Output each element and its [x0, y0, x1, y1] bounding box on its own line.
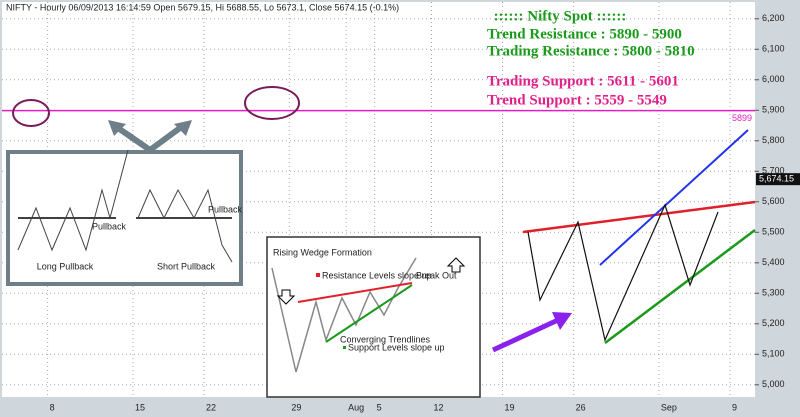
level: Trading Resistance : 5800 - 5810	[487, 43, 695, 59]
inset-label: Short Pullback	[157, 261, 216, 271]
y-tick-label: 5,800	[762, 135, 785, 145]
inset-label: Long Pullback	[37, 261, 94, 271]
inset-label: Resistance Levels slope up	[322, 270, 432, 280]
inset-label: Pullback	[92, 221, 127, 231]
y-tick-label: 5,200	[762, 318, 785, 328]
inset-title: Rising Wedge Formation	[273, 247, 372, 257]
x-tick-label: 9	[732, 402, 737, 412]
wedge-inset: Rising Wedge Formation Resistance Levels…	[266, 236, 481, 398]
x-tick-label: Sep	[661, 402, 677, 412]
x-tick-label: 19	[505, 402, 515, 412]
green-trendline	[604, 229, 756, 344]
zigzag	[527, 203, 719, 342]
price-tag	[756, 173, 800, 186]
x-tick-label: Aug	[348, 402, 364, 412]
y-tick-label: 5,600	[762, 196, 785, 206]
circle	[244, 86, 300, 120]
y-tick-label: 6,200	[762, 13, 785, 23]
y-tick-label: 5,500	[762, 227, 785, 237]
arrow	[116, 125, 152, 153]
y-tick-label: 6,000	[762, 74, 785, 84]
red-trendline	[522, 200, 756, 234]
x-tick-label: 5	[377, 402, 382, 412]
reference-label: 5899	[732, 113, 752, 123]
marks	[2, 109, 755, 112]
circle	[12, 99, 50, 127]
y-tick-label: 5,900	[762, 105, 785, 115]
inset-label: Converging Trendlines	[340, 334, 431, 344]
x-tick-label: 26	[576, 402, 586, 412]
level: Trend Support : 5559 - 5549	[487, 92, 667, 108]
y-tick-label: 6,100	[762, 44, 785, 54]
trendlines	[12, 86, 756, 344]
y-tick-label: 5,300	[762, 288, 785, 298]
y-tick-label: 5,000	[762, 379, 785, 389]
arrow-head	[108, 120, 126, 136]
level: Trend Resistance : 5890 - 5900	[487, 26, 682, 42]
arrow-head	[552, 312, 572, 330]
x-tick-label: 22	[206, 402, 216, 412]
blue-trendline	[599, 129, 749, 266]
chart-title: NIFTY - Hourly 06/09/2013 16:14:59 Open …	[6, 2, 399, 12]
y-tick-label: 5,400	[762, 257, 785, 267]
inset-box	[266, 236, 481, 398]
arrows	[108, 120, 572, 353]
arrow	[491, 317, 560, 353]
level: Trading Support : 5611 - 5601	[487, 73, 679, 89]
heading: :::::: Nifty Spot ::::::	[494, 8, 627, 24]
inset-label: Pullback	[208, 204, 243, 214]
arrow-head	[174, 120, 192, 136]
arrow	[148, 125, 182, 153]
inset-label: Break Out	[416, 270, 457, 280]
x-tick-label: 29	[291, 402, 301, 412]
x-tick-label: 15	[135, 402, 145, 412]
x-tick-label: 12	[433, 402, 443, 412]
inset-label: Support Levels slope up	[348, 342, 445, 352]
y-tick-label: 5,700	[762, 166, 785, 176]
x-tick-label: 8	[50, 402, 55, 412]
y-tick-label: 5,100	[762, 349, 785, 359]
pullback-inset: Long Pullback Short Pullback Pullback Pu…	[6, 149, 243, 286]
price-tag-label: 5,674.15	[759, 174, 794, 184]
